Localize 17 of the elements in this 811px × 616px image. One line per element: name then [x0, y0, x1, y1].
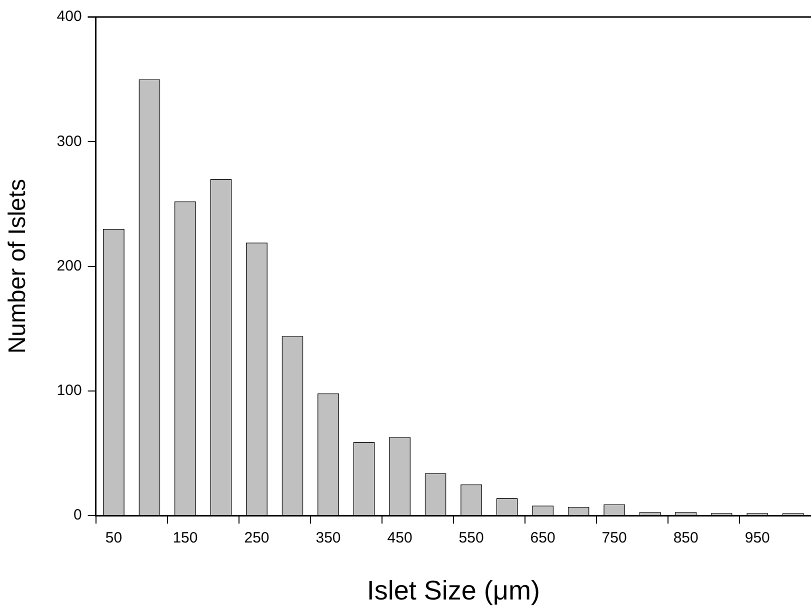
x-axis-title: Islet Size (μm) [366, 575, 540, 606]
y-tick-label: 400 [56, 8, 82, 26]
y-axis-title: Number of Islets [4, 178, 32, 354]
x-tick-label: 650 [530, 530, 556, 547]
y-tick-label: 0 [73, 506, 82, 524]
x-tick-label: 150 [172, 530, 198, 547]
x-tick-label: 750 [602, 530, 627, 547]
x-tick-label: 250 [244, 530, 270, 547]
y-tick-label: 200 [56, 257, 82, 274]
x-tick-label: 550 [458, 530, 484, 547]
x-tick-label: 450 [387, 530, 412, 547]
x-tick-label: 850 [673, 530, 698, 547]
y-tick-label: 100 [56, 382, 82, 400]
x-tick-label: 950 [744, 530, 770, 547]
y-tick-label: 300 [56, 132, 82, 150]
x-tick-label: 350 [316, 530, 341, 547]
x-tick-label: 50 [105, 530, 122, 547]
